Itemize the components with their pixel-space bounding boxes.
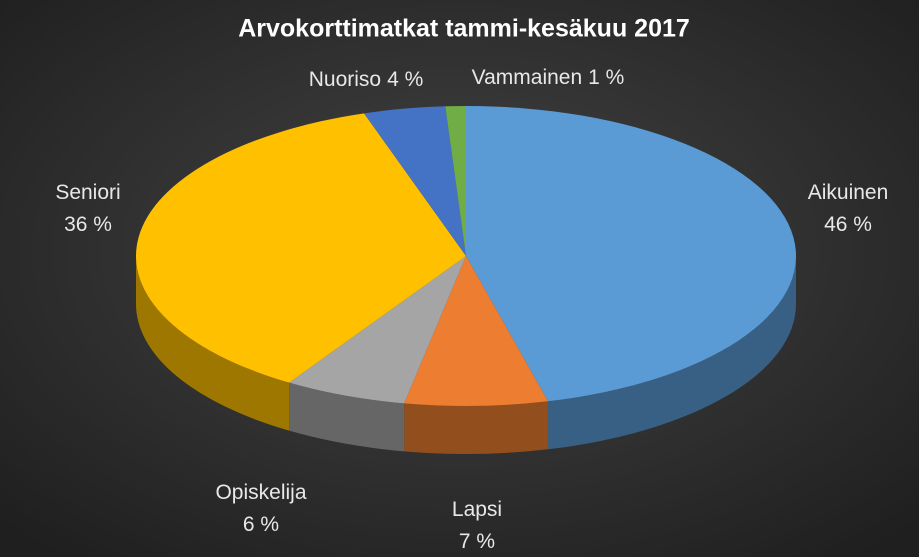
pie-slice [289,256,466,404]
value-label: 36 % [64,213,112,236]
data-labels: Aikuinen 46 % Lapsi 7 % Opiskelija 6 % Seniori… [55,66,888,553]
data-label: Nuoriso 4 % [309,68,424,91]
data-label: Lapsi 7 % [452,498,502,553]
pie-slice [445,106,466,256]
data-label: Vammainen 1 % [472,66,625,89]
chart-title: Arvokorttimatkat tammi-kesäkuu 2017 [238,15,690,43]
pie-slice-side [289,382,405,452]
value-label: 46 % [824,213,872,236]
pie-slice [404,256,549,406]
data-label: Seniori 36 % [55,181,120,236]
pie-slice [364,106,466,256]
category-label: Opiskelija [215,481,306,504]
data-label: Opiskelija 6 % [215,481,306,536]
category-label: Vammainen [472,66,583,89]
value-label: 7 % [459,530,495,553]
category-label: Aikuinen [808,181,889,204]
pie-slice [466,106,796,402]
pie-slice-side [136,256,290,431]
value-label: 4 % [387,68,423,91]
pie-slice [135,113,466,383]
value-label: 6 % [243,513,279,536]
category-label: Seniori [55,181,120,204]
pie-tops [135,106,796,406]
data-label: Aikuinen 46 % [808,181,889,236]
value-label: 1 % [588,66,624,89]
pie-slice-side [548,256,796,450]
category-label: Lapsi [452,498,502,521]
category-label: Nuoriso [309,68,381,91]
pie-slice-side [404,401,549,454]
pie-sides [136,256,796,454]
